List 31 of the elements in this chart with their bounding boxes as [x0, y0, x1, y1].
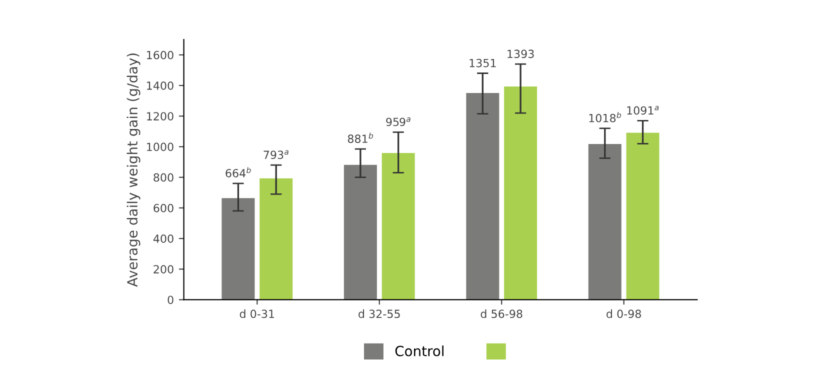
- bar: [344, 164, 377, 300]
- data-label: 793$^{a}$: [264, 150, 288, 160]
- data-label: 959$^{a}$: [386, 117, 410, 126]
- data-label: 1018$^{b}$: [589, 112, 622, 122]
- y-tick-label: 200: [154, 265, 174, 274]
- data-label: 1393: [508, 50, 534, 58]
- bar: [466, 92, 500, 300]
- data-label: 664$^{b}$: [226, 167, 251, 178]
- y-tick-label: 600: [154, 204, 174, 212]
- data-label: 881$^{b}$: [348, 132, 374, 143]
- data-label: 1351: [470, 58, 496, 68]
- y-tick-label: 0: [168, 296, 174, 304]
- bar: [382, 152, 415, 300]
- y-tick-label: 400: [153, 234, 174, 243]
- bar: [588, 144, 622, 300]
- x-tick-label: d 0-98: [606, 309, 641, 318]
- y-tick-label: 800: [154, 173, 174, 182]
- x-tick-label: d 56-98: [480, 309, 522, 318]
- bar: [504, 86, 538, 300]
- x-tick-label: d 32-55: [358, 309, 400, 318]
- y-tick-label: 1600: [147, 50, 174, 60]
- y-tick-label: 1200: [147, 112, 174, 120]
- x-tick-label: d 0-31: [240, 309, 274, 318]
- bar: [222, 198, 255, 300]
- bar: [260, 178, 293, 300]
- y-axis-title: Average daily weight gain (g/day): [126, 54, 140, 287]
- bar: [626, 132, 660, 300]
- y-tick-label: 1400: [147, 81, 174, 90]
- y-tick-label: 1000: [147, 142, 174, 152]
- data-label: 1091$^{a}$: [627, 106, 659, 115]
- legend-label: Control: [395, 346, 444, 356]
